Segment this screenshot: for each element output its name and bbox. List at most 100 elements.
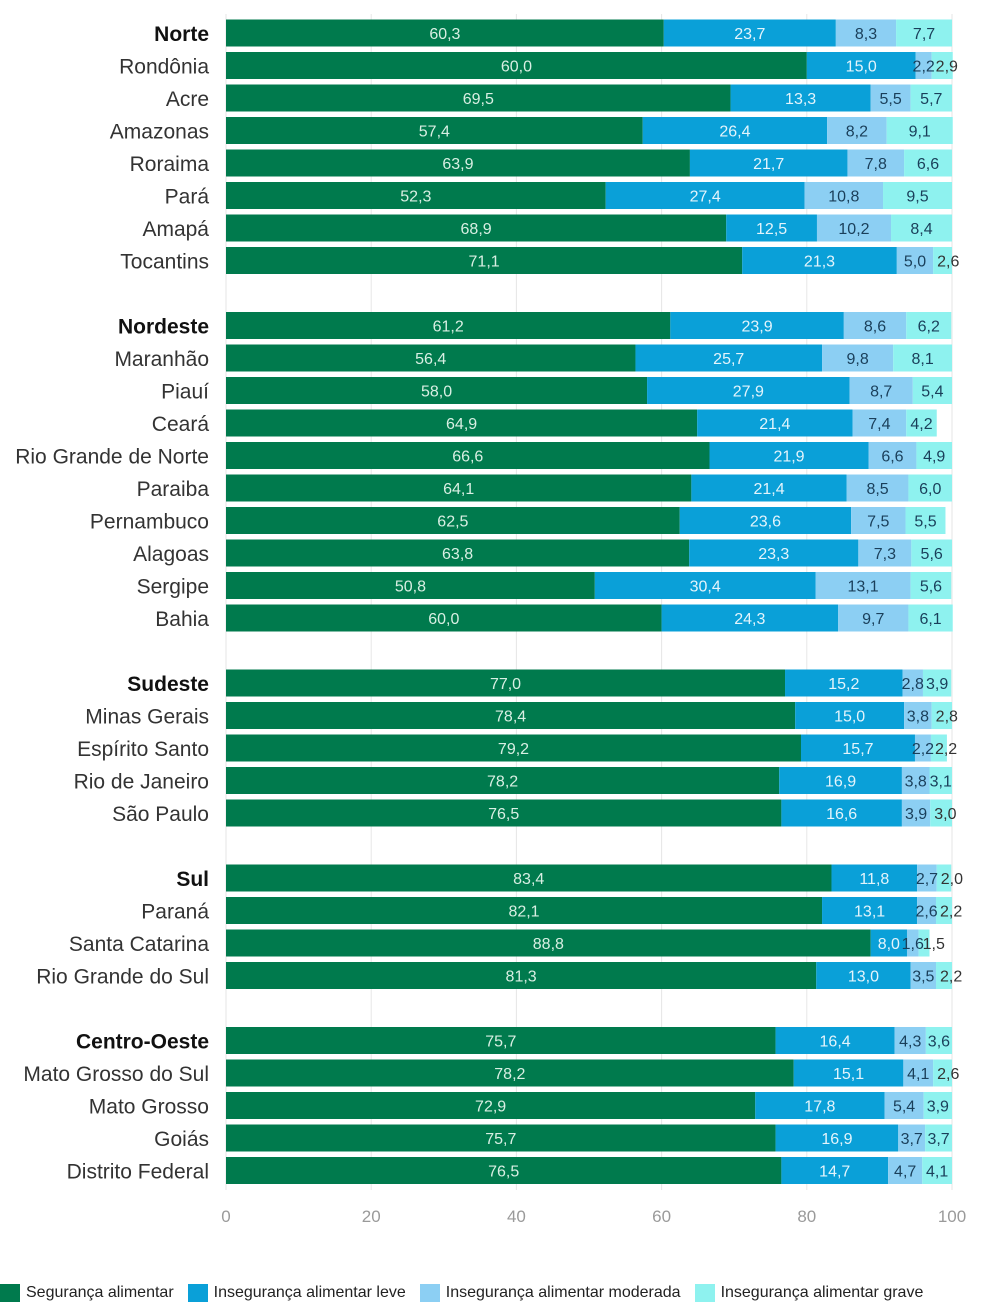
bar-value-label: 5,7	[920, 91, 942, 108]
bar-segment-1	[226, 1092, 756, 1119]
bar-value-label: 5,4	[921, 384, 943, 401]
bar-segment-2	[642, 117, 828, 144]
bar-value-label: 82,1	[508, 904, 539, 921]
bar-segment-4	[910, 84, 952, 112]
state-label: Sergipe	[137, 576, 209, 599]
bar-segment-4	[908, 604, 953, 632]
legend-item: Insegurança alimentar leve	[187, 1284, 406, 1302]
bar-row: Tocantins 71,1 21,3 5,0 2,6	[120, 247, 959, 274]
bar-segment-3	[822, 344, 894, 372]
bar-value-label: 3,7	[927, 1131, 949, 1148]
bar-row: São Paulo 76,5 16,6 3,9 3,0	[112, 799, 957, 827]
bar-value-label: 62,5	[437, 514, 468, 531]
legend-item: Insegurança alimentar grave	[694, 1284, 923, 1302]
bar-segment-2	[806, 52, 916, 79]
bar-row: Roraima 63,9 21,7 7,8 6,6	[130, 149, 952, 177]
state-label: Roraima	[130, 153, 210, 176]
bar-value-label: 3,1	[930, 774, 952, 791]
bar-value-label: 2,6	[937, 254, 959, 271]
bar-value-label: 3,8	[907, 709, 929, 726]
bar-value-label: 16,6	[826, 806, 857, 823]
bar-value-label: 72,9	[475, 1099, 506, 1116]
bar-row: Acre 69,5 13,3 5,5 5,7	[166, 84, 952, 112]
bar-value-label: 63,9	[442, 156, 473, 173]
bar-segment-1	[226, 669, 786, 697]
bar-segment-3	[898, 1124, 926, 1152]
bar-value-label: 52,3	[400, 189, 431, 206]
bar-segment-3	[901, 799, 931, 827]
bar-value-label: 5,6	[920, 579, 942, 596]
bar-value-label: 81,3	[506, 969, 537, 986]
bar-value-label: 2,2	[913, 59, 935, 76]
bar-value-label: 9,1	[909, 124, 931, 141]
bar-segment-1	[226, 962, 817, 989]
bar-segment-4	[904, 149, 952, 177]
bar-value-label: 15,7	[842, 741, 873, 758]
bar-segment-4	[929, 767, 952, 794]
bar-segment-4	[918, 929, 930, 957]
x-tick-label: 60	[652, 1207, 671, 1226]
state-label: Rio Grande de Norte	[15, 446, 209, 469]
bar-segment-1	[226, 897, 823, 924]
bar-row: Paraná 82,1 13,1 2,6 2,2	[141, 897, 962, 924]
state-label: Goiás	[154, 1128, 209, 1151]
bar-value-label: 64,9	[446, 416, 477, 433]
bar-segment-1	[226, 734, 801, 762]
bar-segment-3	[849, 377, 913, 404]
bar-value-label: 2,0	[941, 871, 963, 888]
bar-segment-1	[226, 767, 780, 794]
bar-value-label: 2,8	[936, 709, 958, 726]
bar-value-label: 8,0	[878, 936, 900, 953]
legend-item: Segurança alimentar	[0, 1284, 174, 1302]
bar-value-label: 1,6	[902, 936, 924, 953]
bar-segment-1	[226, 1124, 776, 1152]
legend-swatch	[694, 1284, 715, 1302]
bar-value-label: 15,2	[828, 676, 859, 693]
bar-segment-1	[226, 117, 643, 144]
bar-row: Centro-Oeste 75,7 16,4 4,3 3,6	[76, 1027, 952, 1054]
state-label: Rio de Janeiro	[74, 771, 209, 794]
bar-value-label: 78,2	[487, 774, 518, 791]
bar-value-label: 3,9	[905, 806, 927, 823]
bar-value-label: 68,9	[461, 221, 492, 238]
bar-segment-1	[226, 182, 606, 209]
bar-segment-3	[804, 182, 884, 209]
state-label: Distrito Federal	[67, 1161, 209, 1184]
bar-value-label: 23,7	[734, 26, 765, 43]
bar-segment-3	[843, 312, 907, 339]
bar-segment-3	[888, 1157, 923, 1184]
bar-segment-3	[903, 1059, 934, 1087]
bar-value-label: 75,7	[485, 1131, 516, 1148]
bar-value-label: 16,9	[825, 774, 856, 791]
bar-value-label: 2,9	[936, 59, 958, 76]
bar-row: Maranhão 56,4 25,7 9,8 8,1	[114, 344, 952, 372]
bar-value-label: 2,2	[940, 904, 962, 921]
bar-value-label: 76,5	[488, 806, 519, 823]
region-label: Centro-Oeste	[76, 1031, 209, 1054]
bar-value-label: 7,3	[874, 546, 896, 563]
bar-segment-1	[226, 929, 871, 957]
bar-value-label: 69,5	[463, 91, 494, 108]
state-label: Santa Catarina	[69, 933, 209, 956]
bar-row: Paraiba 64,1 21,4 8,5 6,0	[137, 474, 952, 502]
bar-row: Nordeste 61,2 23,9 8,6 6,2	[118, 312, 952, 339]
bar-segment-4	[936, 897, 952, 924]
x-tick-label: 40	[507, 1207, 526, 1226]
bar-segment-2	[822, 897, 918, 924]
bar-value-label: 61,2	[433, 319, 464, 336]
bar-value-label: 2,2	[940, 969, 962, 986]
bar-value-label: 8,6	[864, 319, 886, 336]
bar-segment-2	[785, 669, 903, 697]
bar-segment-4	[891, 214, 952, 242]
bar-value-label: 79,2	[498, 741, 529, 758]
state-label: Rondônia	[119, 56, 209, 79]
bar-value-label: 1,5	[923, 936, 945, 953]
state-label: Mato Grosso do Sul	[23, 1063, 209, 1086]
region-label: Nordeste	[118, 316, 209, 339]
bar-segment-1	[226, 247, 743, 274]
bar-value-label: 16,4	[820, 1034, 851, 1051]
bar-value-label: 9,8	[846, 351, 868, 368]
bar-value-label: 2,7	[916, 871, 938, 888]
bar-segment-2	[781, 799, 902, 827]
